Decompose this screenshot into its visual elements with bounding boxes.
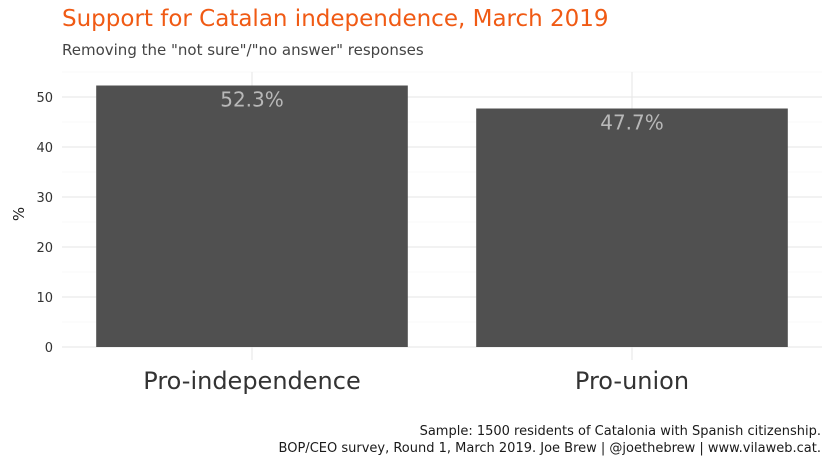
y-tick-label: 0 xyxy=(45,341,53,356)
bars xyxy=(96,85,788,347)
x-tick-label: Pro-union xyxy=(575,367,689,395)
chart-subtitle: Removing the "not sure"/"no answer" resp… xyxy=(62,41,424,59)
y-tick-label: 40 xyxy=(36,141,53,156)
y-axis-label: % xyxy=(10,207,28,221)
y-tick-label: 20 xyxy=(36,241,53,256)
y-tick-label: 30 xyxy=(36,191,53,206)
y-tick-label: 50 xyxy=(36,91,53,106)
y-tick-label: 10 xyxy=(36,291,53,306)
caption: Sample: 1500 residents of Catalonia with… xyxy=(279,423,821,457)
x-axis: Pro-independence Pro-union xyxy=(143,367,689,395)
x-tick-label: Pro-independence xyxy=(143,367,360,395)
chart-title: Support for Catalan independence, March … xyxy=(62,6,609,32)
y-axis: 0 10 20 30 40 50 xyxy=(36,91,53,356)
bar-value-label: 52.3% xyxy=(220,88,284,112)
caption-line-1: Sample: 1500 residents of Catalonia with… xyxy=(419,424,821,439)
bar xyxy=(476,108,788,347)
bar-value-label: 47.7% xyxy=(600,111,664,135)
bar xyxy=(96,85,408,347)
caption-line-2: BOP/CEO survey, Round 1, March 2019. Joe… xyxy=(278,441,821,456)
value-labels: 52.3% 47.7% xyxy=(220,88,664,135)
